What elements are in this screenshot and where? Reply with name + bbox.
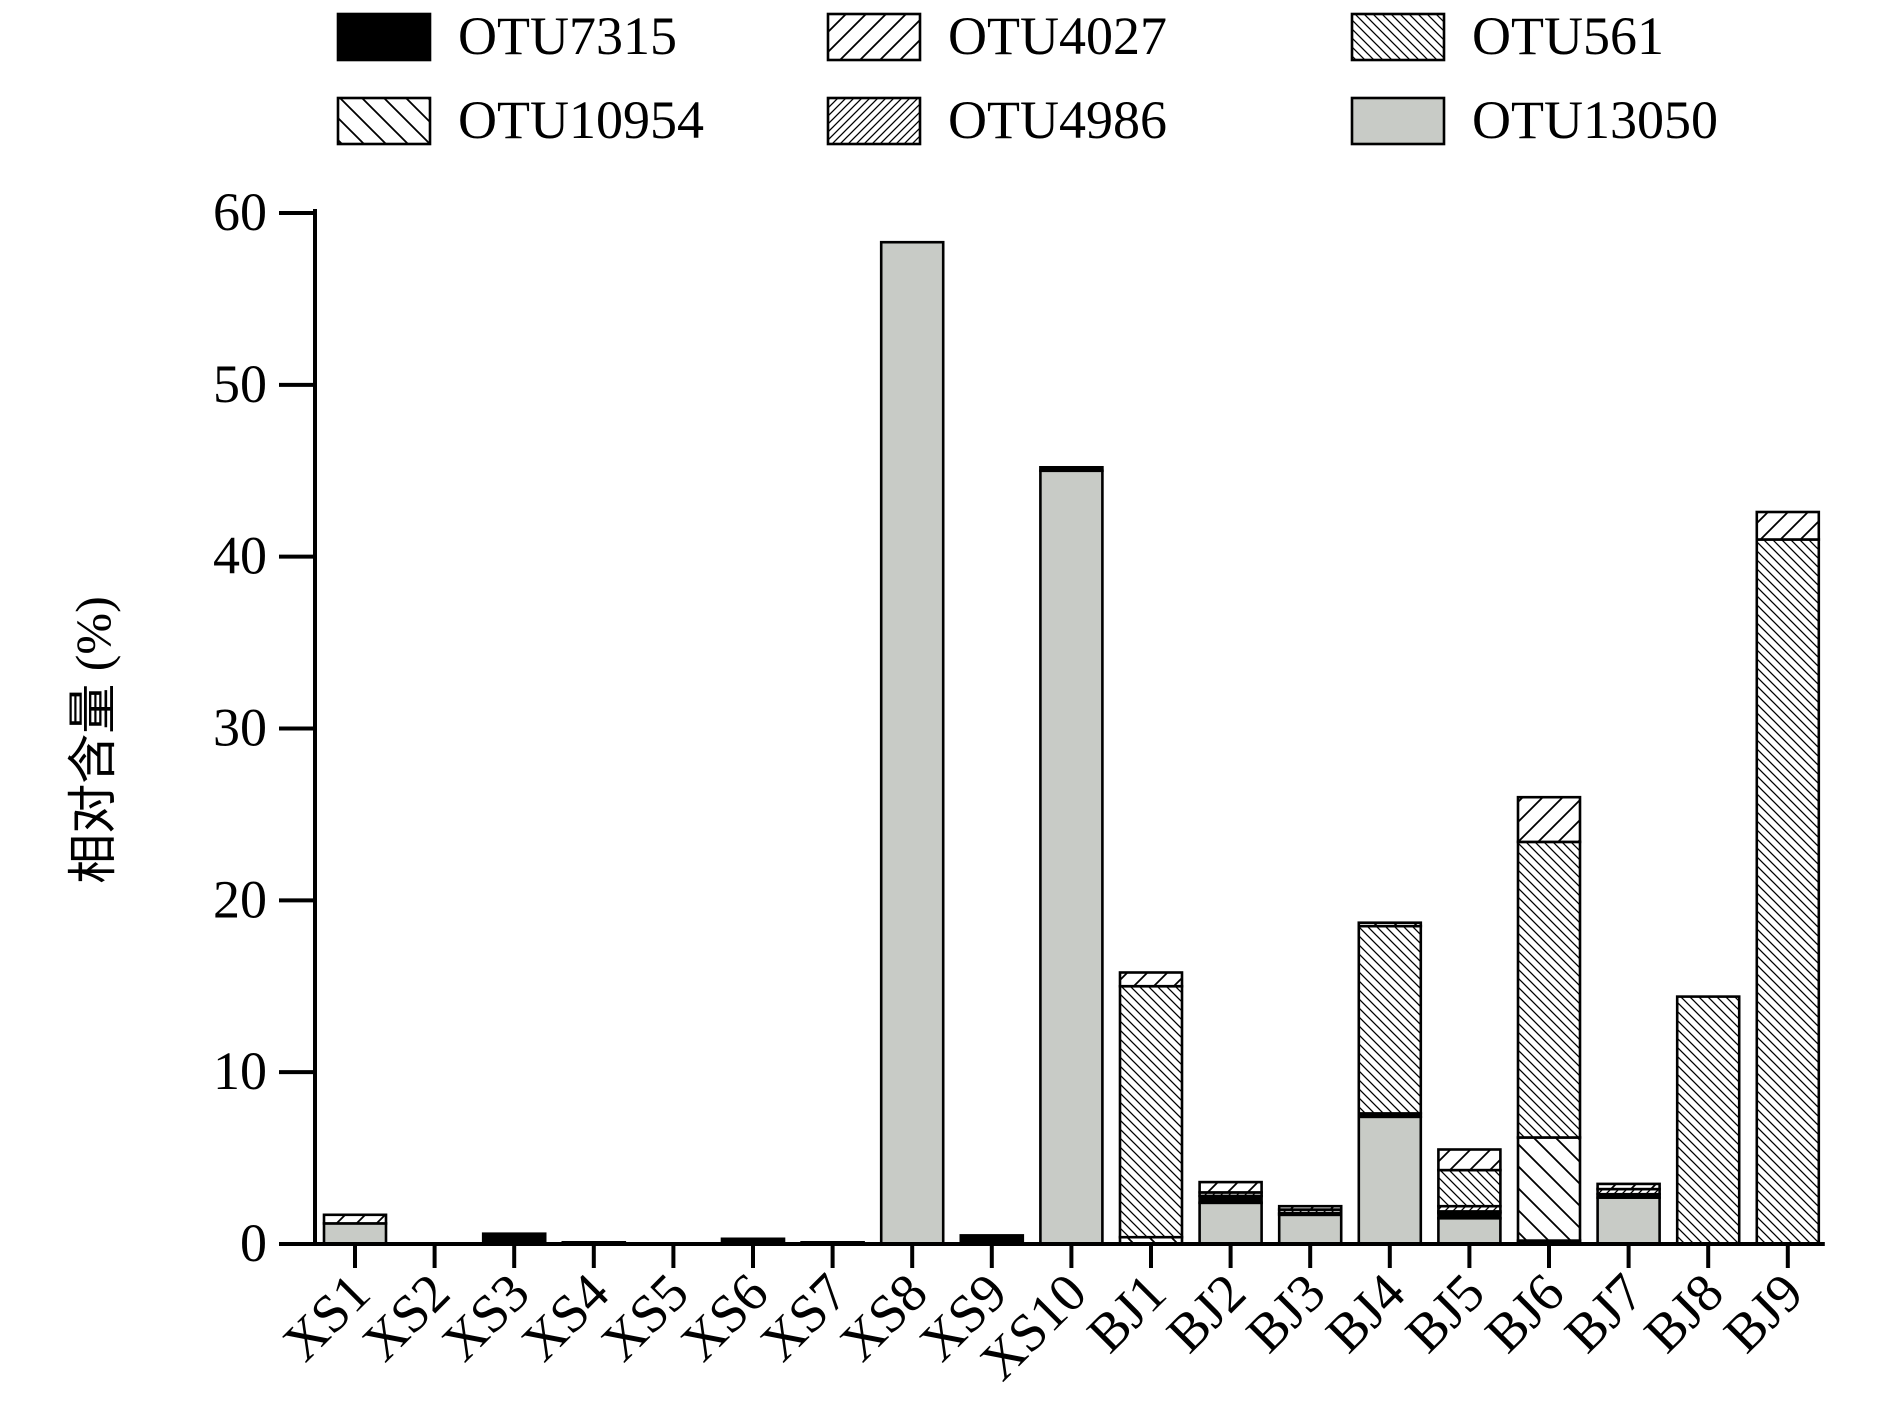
- y-tick-label-20: 20: [213, 869, 267, 929]
- x-tick-label-bj6: BJ6: [1474, 1262, 1576, 1364]
- y-tick-label-60: 60: [213, 182, 267, 242]
- y-axis-label: 相对含量 (%): [65, 596, 121, 883]
- legend-swatch-otu7315: [336, 12, 432, 62]
- x-tick-label-bj7: BJ7: [1553, 1262, 1655, 1364]
- legend-item-otu561: OTU561: [1350, 6, 1664, 66]
- bar-stack-bj2: [1198, 1180, 1263, 1246]
- bar-bj6-otu561: [1516, 840, 1582, 1139]
- bar-bj7-otu4027: [1596, 1182, 1661, 1191]
- x-tick-label-bj8: BJ8: [1633, 1262, 1735, 1364]
- x-tick-label-bj3: BJ3: [1235, 1262, 1337, 1364]
- y-tick-label-40: 40: [213, 526, 267, 586]
- bar-bj6-otu4027: [1516, 795, 1582, 844]
- bar-stack-bj8: [1675, 995, 1741, 1246]
- bar-bj5-otu561: [1437, 1168, 1502, 1208]
- bar-xs10-otu13050: [1039, 469, 1104, 1246]
- bar-bj3-otu4027: [1277, 1204, 1343, 1211]
- y-tick-label-0: 0: [240, 1213, 267, 1273]
- legend-label-otu7315: OTU7315: [458, 6, 677, 66]
- y-tick-label-50: 50: [213, 354, 267, 414]
- legend-label-otu10954: OTU10954: [458, 90, 704, 150]
- bar-stack-bj6: [1516, 795, 1582, 1246]
- bar-bj5-otu4027: [1437, 1148, 1502, 1172]
- legend-swatch-otu4986: [826, 96, 922, 146]
- bar-stack-bj4: [1357, 921, 1423, 1246]
- bar-stack-bj1: [1118, 971, 1184, 1246]
- bar-stack-bj7: [1596, 1182, 1661, 1246]
- bar-stack-xs1: [322, 1213, 388, 1246]
- bar-bj4-otu4027: [1357, 921, 1423, 928]
- legend-item-otu4027: OTU4027: [826, 6, 1167, 66]
- legend: OTU7315 OTU4027 OTU561 OTU10954 OTU4986 OTU13…: [336, 6, 1718, 150]
- x-ticks: XS1XS2XS3XS4XS5XS6XS7XS8XS9XS10BJ1BJ2BJ3…: [271, 1244, 1814, 1391]
- bar-bj2-otu13050: [1198, 1201, 1263, 1246]
- legend-item-otu13050: OTU13050: [1350, 90, 1718, 150]
- legend-label-otu13050: OTU13050: [1472, 90, 1718, 150]
- bar-bj9-otu561: [1755, 538, 1821, 1246]
- bar-xs1-otu13050: [322, 1222, 388, 1246]
- x-tick-label-bj4: BJ4: [1314, 1262, 1416, 1364]
- legend-label-otu4027: OTU4027: [948, 6, 1167, 66]
- x-tick-label-bj9: BJ9: [1712, 1262, 1814, 1364]
- bar-bj4-otu13050: [1357, 1115, 1423, 1246]
- bar-xs1-otu4027: [322, 1213, 388, 1225]
- bar-bj2-otu4027: [1198, 1180, 1263, 1194]
- bar-bj1-otu561: [1118, 984, 1184, 1239]
- bar-bj5-otu13050: [1437, 1216, 1502, 1246]
- x-tick-label-bj2: BJ2: [1155, 1262, 1257, 1364]
- y-tick-label-10: 10: [213, 1041, 267, 1101]
- bar-stack-xs8: [879, 240, 945, 1246]
- x-tick-label-bj1: BJ1: [1076, 1262, 1178, 1364]
- bar-xs10-otu7315: [1039, 465, 1104, 472]
- bars: [322, 240, 1821, 1246]
- legend-swatch-otu13050: [1350, 96, 1446, 146]
- x-tick-label-bj5: BJ5: [1394, 1262, 1496, 1364]
- bar-bj4-otu561: [1357, 924, 1423, 1115]
- bar-stack-bj3: [1277, 1204, 1343, 1246]
- legend-item-otu10954: OTU10954: [336, 90, 704, 150]
- legend-label-otu561: OTU561: [1472, 6, 1664, 66]
- bar-stack-bj9: [1755, 510, 1821, 1246]
- legend-label-otu4986: OTU4986: [948, 90, 1167, 150]
- y-tick-label-30: 30: [213, 698, 267, 758]
- legend-swatch-otu561: [1350, 12, 1446, 62]
- y-ticks: 0 10 20 30 40 50 60: [213, 182, 315, 1273]
- legend-item-otu7315: OTU7315: [336, 6, 677, 66]
- legend-swatch-otu10954: [336, 96, 432, 146]
- bar-bj7-otu13050: [1596, 1196, 1661, 1246]
- legend-item-otu4986: OTU4986: [826, 90, 1167, 150]
- bar-bj9-otu4027: [1755, 510, 1821, 541]
- legend-swatch-otu4027: [826, 12, 922, 62]
- bar-bj8-otu561: [1675, 995, 1741, 1246]
- bar-bj6-otu10954: [1516, 1136, 1582, 1242]
- bar-xs8-otu13050: [879, 240, 945, 1246]
- bar-stack-xs10: [1039, 465, 1104, 1246]
- bar-bj3-otu13050: [1277, 1213, 1343, 1246]
- bar-bj1-otu4027: [1118, 971, 1184, 988]
- bar-stack-bj5: [1437, 1148, 1502, 1246]
